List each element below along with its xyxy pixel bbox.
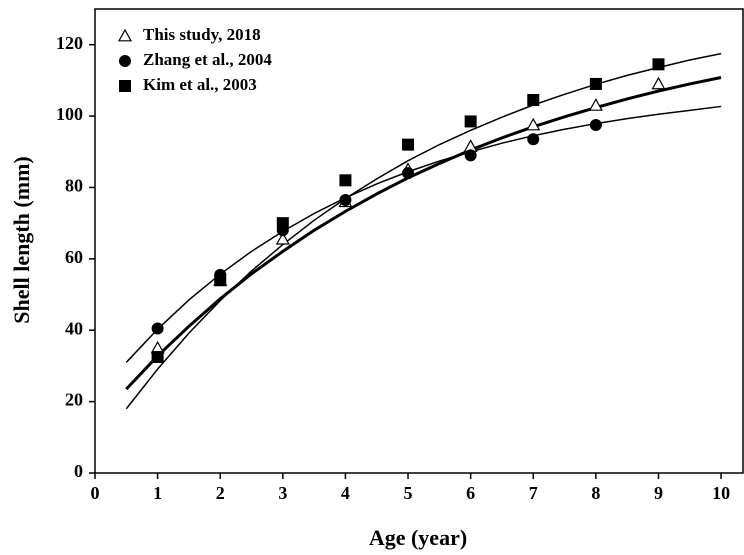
fit-curve [125, 105, 722, 363]
data-point [151, 351, 164, 363]
y-tick-label: 0 [74, 461, 83, 481]
y-tick-label: 80 [65, 176, 83, 196]
fit-curve [125, 76, 722, 391]
data-point [214, 274, 227, 287]
y-tick-label: 100 [56, 104, 83, 124]
data-point [527, 94, 540, 107]
x-axis-title: Age (year) [369, 525, 467, 550]
x-tick-label: 7 [529, 483, 538, 503]
x-tick-label: 4 [341, 483, 350, 503]
x-tick-label: 10 [712, 483, 730, 503]
y-axis-title: Shell length (mm) [9, 156, 34, 323]
data-point [276, 217, 289, 230]
legend-marker [117, 28, 133, 42]
y-tick-label: 120 [56, 33, 83, 53]
data-point [339, 174, 352, 187]
data-point [402, 167, 415, 180]
y-tick-label: 60 [65, 247, 83, 267]
data-point [651, 76, 666, 90]
data-point [275, 231, 290, 245]
data-point [588, 98, 603, 111]
data-point [464, 149, 477, 162]
legend-label: This study, 2018 [143, 25, 261, 44]
data-point [464, 115, 477, 128]
x-tick-label: 6 [466, 483, 475, 503]
x-tick-label: 8 [591, 483, 600, 503]
legend-marker [119, 55, 131, 67]
data-point [339, 193, 352, 206]
legend-label: Zhang et al., 2004 [143, 50, 272, 69]
y-tick-label: 20 [65, 390, 83, 410]
data-point [652, 58, 665, 71]
legend-marker [119, 80, 131, 92]
data-point [402, 138, 415, 151]
data-point [526, 117, 541, 131]
x-tick-label: 5 [404, 483, 413, 503]
x-tick-label: 2 [216, 483, 225, 503]
data-point [527, 133, 540, 146]
data-point [151, 322, 164, 335]
fit-curve [125, 52, 722, 410]
data-point [589, 77, 602, 90]
y-tick-label: 40 [65, 318, 83, 338]
x-tick-label: 9 [654, 483, 663, 503]
legend-label: Kim et al., 2003 [143, 75, 257, 94]
x-tick-label: 1 [153, 483, 162, 503]
plot-frame [94, 8, 744, 474]
data-point [589, 119, 602, 131]
x-tick-label: 3 [278, 483, 287, 503]
x-tick-label: 0 [91, 483, 100, 503]
